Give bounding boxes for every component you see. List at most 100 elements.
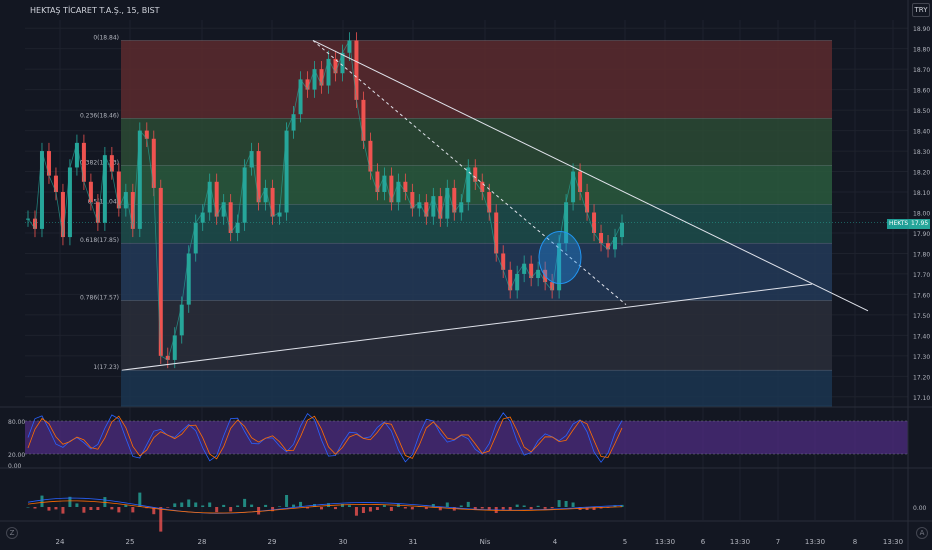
macd-histogram-bar <box>278 506 282 507</box>
candle-body <box>137 130 142 229</box>
macd-histogram-bar <box>187 499 191 507</box>
macd-histogram-bar <box>571 502 575 507</box>
candle-body <box>494 212 499 254</box>
currency-badge[interactable]: TRY <box>912 3 930 17</box>
macd-histogram-bar <box>229 507 233 512</box>
price-axis-tick-label: 18.80 <box>913 47 930 54</box>
macd-histogram-bar <box>438 507 442 511</box>
macd-histogram-bar <box>75 503 79 507</box>
fib-zone <box>121 118 832 166</box>
candle-body <box>403 181 408 193</box>
candle-body <box>592 212 597 233</box>
candle-body <box>74 142 79 168</box>
candle-body <box>116 171 121 209</box>
macd-histogram-bar <box>208 502 212 507</box>
time-axis-tick-label: 5 <box>623 538 627 546</box>
macd-histogram-bar <box>110 507 114 510</box>
macd-histogram-bar <box>166 507 170 508</box>
price-axis-tick-label: 17.60 <box>913 292 930 299</box>
price-axis-tick-label: 17.30 <box>913 354 930 361</box>
macd-histogram-bar <box>466 501 470 507</box>
price-axis-tick-label: 17.70 <box>913 272 930 279</box>
fib-level-label: 0.618(17.85) <box>80 237 119 244</box>
fib-zone <box>121 300 832 371</box>
macd-histogram-bar <box>473 507 477 510</box>
candle-body <box>382 175 387 193</box>
price-axis-tick-label: 18.90 <box>913 26 930 33</box>
candle-body <box>102 155 107 223</box>
macd-histogram-bar <box>152 507 156 515</box>
candle-body <box>620 222 624 238</box>
time-axis-tick-label: 13:30 <box>883 538 903 546</box>
macd-histogram-bar <box>61 507 65 514</box>
price-axis-tick-label: 17.50 <box>913 313 930 320</box>
macd-histogram-bar <box>33 507 37 509</box>
macd-histogram-bar <box>215 507 219 513</box>
candle-body <box>529 263 534 279</box>
last-price-tag: 17.95 <box>909 219 931 229</box>
stochastic-tick-label: 0.00 <box>8 463 22 470</box>
macd-histogram-bar <box>243 498 247 507</box>
price-axis-tick-label: 18.50 <box>913 108 930 115</box>
fib-level-label: 0.236(18.46) <box>80 112 119 119</box>
stochastic-tick-label: 20.00 <box>8 452 25 459</box>
auto-scale-button[interactable]: A <box>916 527 928 539</box>
macd-histogram-bar <box>459 505 463 507</box>
candle-body <box>438 196 443 219</box>
macd-histogram-bar <box>543 507 547 509</box>
macd-histogram-bar <box>250 504 254 507</box>
candle-body <box>242 167 247 223</box>
candle-body <box>473 167 478 182</box>
candle-body <box>158 187 163 356</box>
candle-body <box>375 171 380 193</box>
candle-body <box>186 253 191 305</box>
macd-histogram-bar <box>54 507 58 510</box>
fib-zone <box>121 370 832 405</box>
macd-histogram-bar <box>96 507 100 510</box>
price-axis-tick-label: 17.40 <box>913 333 930 340</box>
macd-histogram-bar <box>26 507 30 508</box>
candle-body <box>354 40 359 100</box>
macd-histogram-bar <box>620 504 624 507</box>
zoom-button[interactable]: Z <box>6 527 18 539</box>
candle-body <box>270 187 275 217</box>
candle-body <box>445 187 450 219</box>
price-axis-tick-label: 17.20 <box>913 374 930 381</box>
macd-histogram-bar <box>410 507 414 510</box>
candle-body <box>67 167 72 238</box>
candle-body <box>235 222 240 233</box>
macd-histogram-bar <box>222 504 226 507</box>
candle-body <box>193 222 198 254</box>
macd-histogram-bar <box>89 507 93 510</box>
macd-histogram-bar <box>424 507 428 510</box>
macd-histogram-bar <box>480 507 484 509</box>
candle-body <box>221 202 226 217</box>
macd-histogram-bar <box>529 507 533 510</box>
dashed-trend-line <box>312 40 627 306</box>
candle-body <box>557 243 562 291</box>
candle-body <box>613 237 618 250</box>
fib-zone <box>121 243 832 301</box>
macd-histogram-bar <box>117 507 121 513</box>
macd-histogram-bar <box>285 495 289 507</box>
price-axis-tick-label: 18.10 <box>913 190 930 197</box>
candle-body <box>249 151 254 168</box>
time-axis-tick-label: 30 <box>339 538 348 546</box>
moving-average-line <box>27 39 623 361</box>
price-axis-tick-label: 18.20 <box>913 170 930 177</box>
candle-body <box>172 335 177 360</box>
price-axis-tick-label: 18.60 <box>913 88 930 95</box>
candle-body <box>536 269 541 279</box>
candle-body <box>256 151 261 203</box>
macd-histogram-bar <box>508 507 512 510</box>
ticker-tag: HEKTS <box>887 219 911 229</box>
macd-histogram-bar <box>201 505 205 507</box>
price-axis-tick-label: 18.70 <box>913 67 930 74</box>
price-axis-tick-label: 17.90 <box>913 231 930 238</box>
fib-zone <box>121 40 832 119</box>
macd-histogram-bar <box>333 507 337 510</box>
time-axis-tick-label: 4 <box>553 538 558 546</box>
macd-histogram-bar <box>82 507 86 513</box>
candle-body <box>501 253 506 270</box>
